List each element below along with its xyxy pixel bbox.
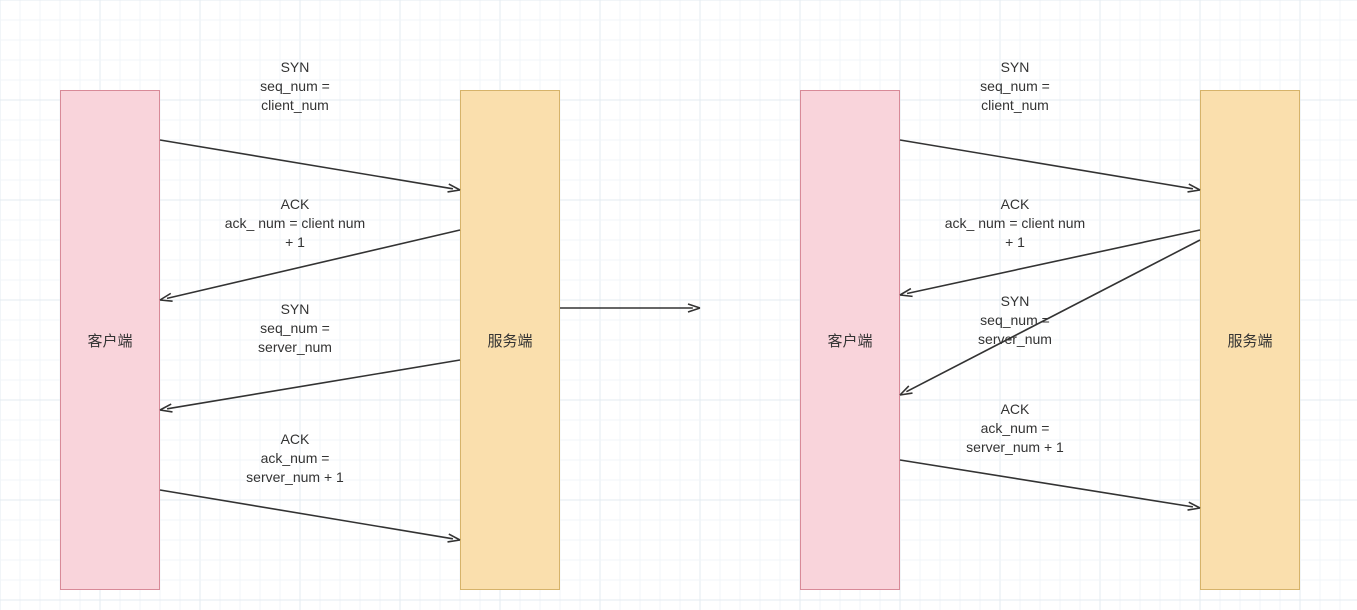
lifeline-label: 服务端 [1227,330,1272,351]
diagram-canvas: 客户端 服务端 客户端 服务端 SYN seq_num = client_num… [0,0,1357,610]
message-label: SYN seq_num = client_num [135,58,455,115]
message-label: ACK ack_ num = client num + 1 [855,195,1175,252]
lifeline-server-right: 服务端 [1200,90,1300,590]
lifeline-label: 服务端 [487,330,532,351]
message-label: SYN seq_num = client_num [855,58,1175,115]
lifeline-label: 客户端 [87,330,132,351]
message-label: ACK ack_num = server_num + 1 [855,400,1175,457]
message-label: ACK ack_num = server_num + 1 [135,430,455,487]
lifeline-server-left: 服务端 [460,90,560,590]
message-label: ACK ack_ num = client num + 1 [135,195,455,252]
message-label: SYN seq_num = server_num [135,300,455,357]
message-label: SYN seq_num = server_num [855,292,1175,349]
